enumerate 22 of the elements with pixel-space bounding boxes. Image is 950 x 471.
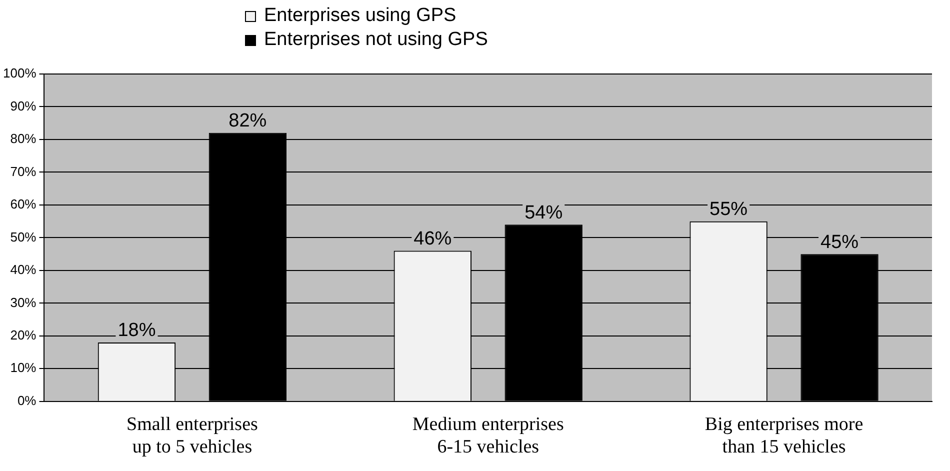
legend-label: Enterprises using GPS	[264, 5, 456, 27]
y-tick-label: 30%	[10, 294, 37, 310]
y-tick-label: 100%	[3, 66, 37, 81]
y-tick-label: 50%	[10, 229, 37, 244]
y-tick-label: 90%	[10, 98, 37, 114]
x-tick-label: Medium enterprises 6-15 vehicles	[412, 414, 564, 458]
y-tick-label: 0%	[17, 392, 37, 408]
y-tick-label: 60%	[10, 196, 37, 212]
y-tick-label: 80%	[10, 131, 37, 146]
text: 55%	[710, 199, 748, 220]
text: 54%	[524, 202, 563, 224]
text: 82%	[228, 110, 267, 132]
x-tick-label: Small enterprises up to 5 vehicles	[126, 414, 258, 458]
y-tick-label: 10%	[10, 360, 37, 376]
y-tick-label: 70%	[10, 164, 37, 179]
text: 46%	[414, 228, 452, 250]
text: 45%	[820, 232, 859, 253]
y-tick-label: 20%	[10, 328, 37, 342]
legend-label: Enterprises not using GPS	[264, 29, 488, 51]
x-tick-label: Big enterprises more than 15 vehicles	[704, 414, 864, 458]
text: 18%	[118, 320, 156, 342]
y-tick-label: 40%	[10, 262, 37, 278]
